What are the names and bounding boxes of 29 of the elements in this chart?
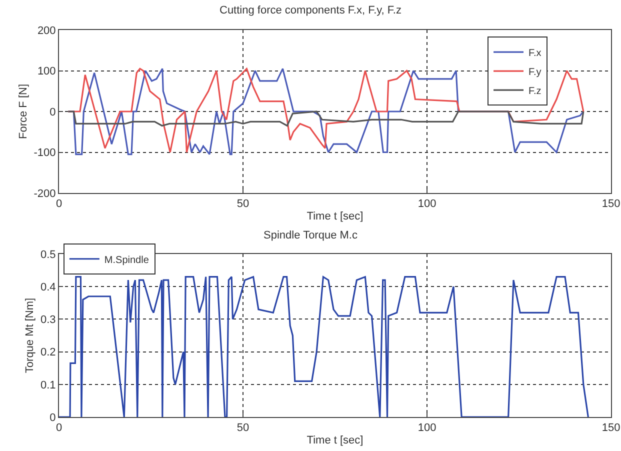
- legend-label: F.z: [528, 86, 542, 97]
- y-tick-label: 0.1: [40, 379, 56, 392]
- x-tick-label: 150: [602, 198, 620, 210]
- y-tick-label: 100: [37, 66, 56, 78]
- y-axis-title: Torque Mt [Nm]: [24, 298, 36, 374]
- x-tick-label: 100: [418, 422, 436, 434]
- chart-title: Cutting force components F.x, F.y, F.z: [220, 4, 402, 17]
- y-tick-label: 0: [50, 106, 56, 118]
- x-tick-label: 50: [236, 422, 250, 434]
- y-tick-label: 0.4: [40, 281, 56, 294]
- y-axis-title: Force F [N]: [17, 84, 30, 140]
- legend-label: M.Spindle: [104, 254, 150, 266]
- y-tick-label: 0.3: [40, 314, 56, 326]
- y-tick-label: 0.5: [40, 248, 56, 261]
- y-tick-label: -200: [34, 188, 56, 200]
- x-tick-label: 100: [418, 198, 436, 210]
- x-tick-label: 150: [602, 422, 620, 434]
- legend-label: F.x: [528, 48, 542, 59]
- y-tick-label: 0.2: [40, 346, 56, 359]
- x-axis-title: Time t [sec]: [306, 434, 364, 446]
- line-series: [59, 276, 589, 417]
- y-tick-label: -100: [34, 147, 56, 160]
- x-tick-label: 50: [236, 198, 250, 210]
- y-tick-label: 200: [37, 24, 56, 37]
- x-axis-title: Time t [sec]: [306, 210, 364, 222]
- chart-title: Spindle Torque M.c: [264, 230, 358, 242]
- y-tick-label: 0: [50, 412, 56, 424]
- legend-label: F.y: [528, 66, 542, 78]
- line-series: [67, 110, 584, 127]
